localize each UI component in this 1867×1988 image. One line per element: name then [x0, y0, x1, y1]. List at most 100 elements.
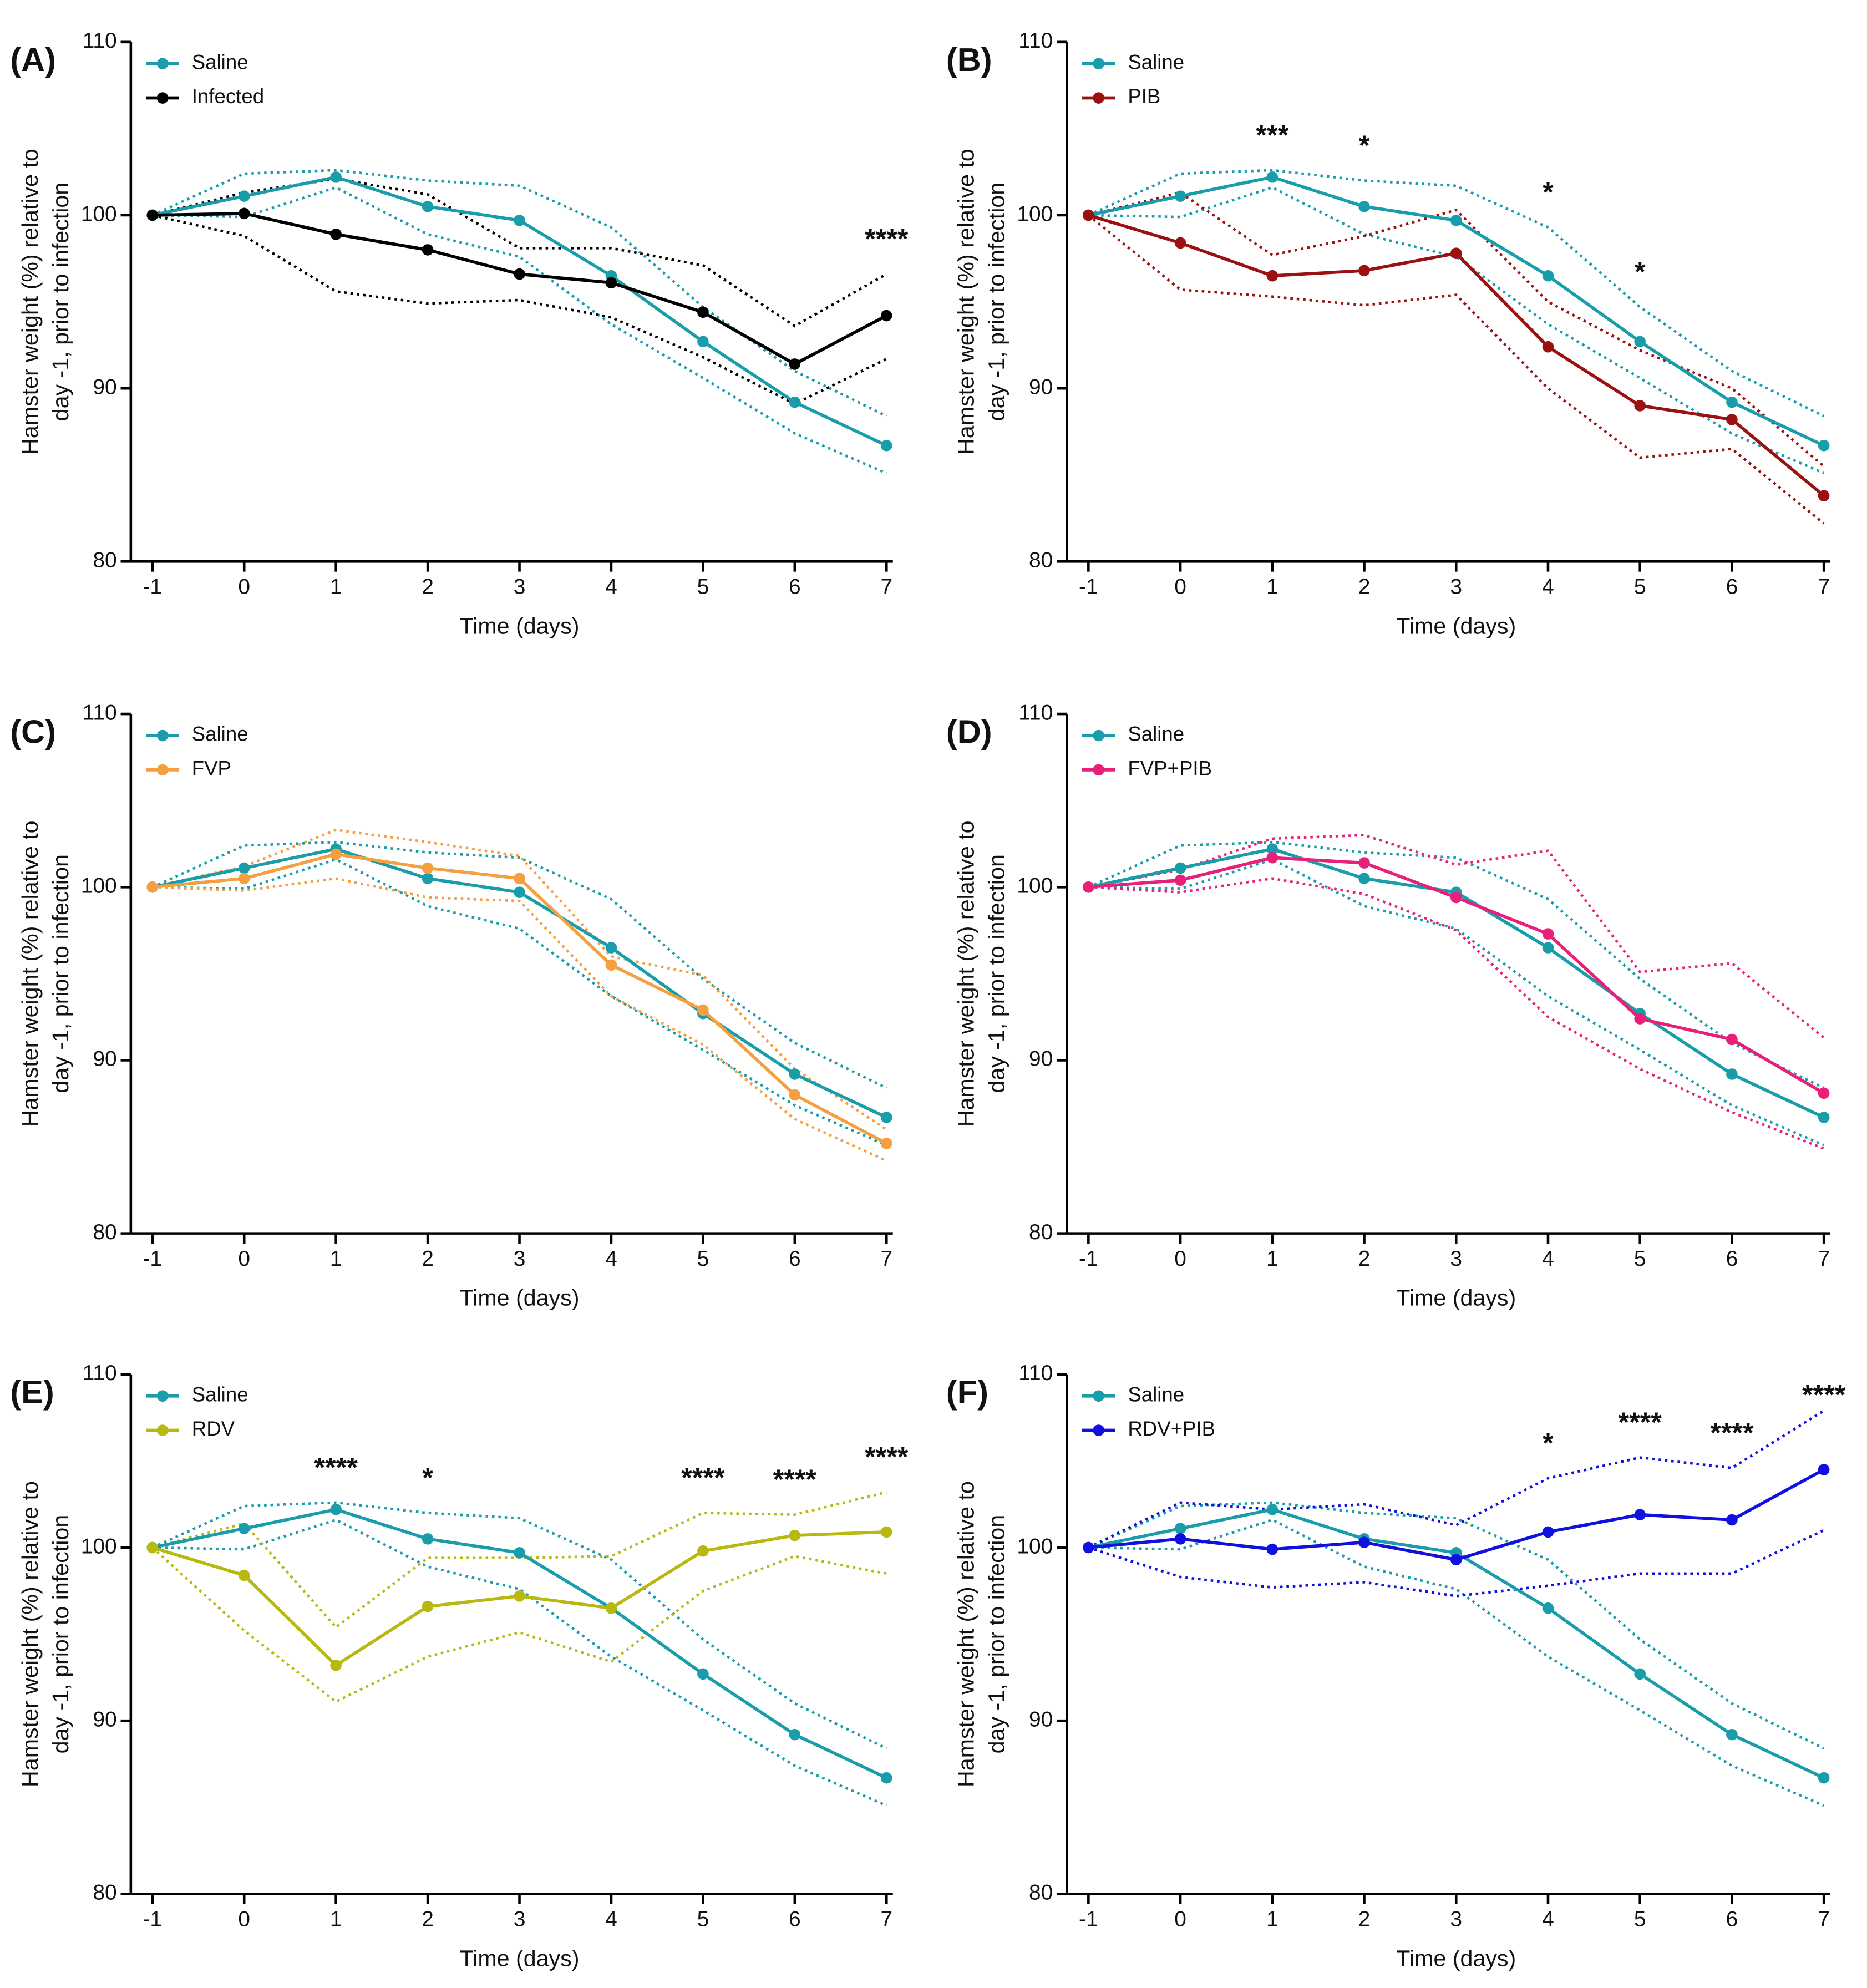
- x-tick-label: 5: [1634, 575, 1646, 599]
- point: [422, 873, 434, 884]
- x-tick-label: 0: [1174, 1908, 1186, 1931]
- x-tick-label: 3: [514, 1908, 526, 1931]
- significance-label: *: [1359, 129, 1370, 161]
- point: [880, 1137, 892, 1149]
- y-axis-label: Hamster weight (%) relative to: [17, 820, 43, 1127]
- bound-line: [151, 169, 887, 418]
- y-tick-label: 90: [93, 375, 116, 399]
- point: [146, 881, 159, 893]
- bound-line: [152, 214, 887, 405]
- point: [1358, 857, 1370, 869]
- point: [514, 268, 525, 280]
- significance-label: ***: [1256, 119, 1288, 150]
- y-tick-label: 110: [83, 1361, 117, 1385]
- point: [238, 873, 250, 884]
- point: [1634, 1013, 1646, 1025]
- x-tick-label: 6: [789, 1908, 801, 1931]
- panel: (C) 80 90 100 110 -1 0 1 2 3 4 5 6 7 Time (days) Hamste…: [10, 701, 893, 1311]
- x-axis-label: Time (days): [1396, 1285, 1516, 1311]
- x-tick-label: 5: [1634, 1908, 1646, 1931]
- y-tick-label: 100: [81, 874, 117, 898]
- x-tick-label: 2: [1358, 575, 1371, 599]
- y-tick-label: 100: [1017, 202, 1053, 226]
- legend-marker: [156, 764, 169, 776]
- point: [1818, 1112, 1830, 1123]
- significance-label: ****: [1618, 1406, 1662, 1438]
- y-tick-label: 100: [81, 1534, 117, 1558]
- point: [605, 942, 617, 954]
- point: [1542, 341, 1554, 353]
- point: [422, 1533, 434, 1545]
- point: [880, 1772, 892, 1784]
- x-tick-label: 3: [1450, 575, 1462, 599]
- y-tick-label: 110: [1018, 29, 1053, 53]
- significance-label: *: [422, 1462, 433, 1493]
- y-tick-label: 110: [1018, 701, 1053, 724]
- point: [880, 310, 892, 322]
- x-tick-label: 2: [1358, 1908, 1371, 1931]
- y-tick-label: 110: [83, 701, 117, 724]
- x-tick-label: 6: [1726, 575, 1738, 599]
- point: [330, 1659, 342, 1671]
- point: [514, 215, 525, 226]
- bound-line: [152, 178, 887, 328]
- point: [1726, 1728, 1738, 1741]
- y-axis-label: day -1, prior to infection: [48, 854, 73, 1093]
- point: [697, 1668, 709, 1680]
- bound-line: [1088, 1501, 1825, 1750]
- point: [514, 1547, 525, 1559]
- panel-label: (F): [946, 1373, 988, 1411]
- point: [146, 1541, 159, 1554]
- x-tick-label: 7: [1818, 1908, 1830, 1931]
- panel: (B) 80 90 100 110 -1 0 1 2 3 4 5 6 7 Time (days) Hamste…: [946, 29, 1830, 638]
- point: [697, 306, 709, 318]
- significance-label: ****: [773, 1463, 817, 1495]
- point: [605, 959, 617, 971]
- x-tick-label: 1: [1266, 575, 1279, 599]
- y-tick-label: 80: [1029, 1881, 1053, 1905]
- point: [514, 886, 525, 898]
- point: [1083, 1541, 1094, 1554]
- x-tick-label: 7: [880, 1908, 892, 1931]
- x-tick-label: 6: [1726, 1908, 1738, 1931]
- x-tick-label: 1: [330, 1908, 342, 1931]
- x-tick-label: 1: [330, 575, 342, 599]
- legend-label: FVP+PIB: [1128, 757, 1212, 780]
- significance-label: *: [1635, 256, 1646, 287]
- x-tick-label: 7: [1818, 575, 1830, 599]
- y-axis-label: Hamster weight (%) relative to: [953, 820, 979, 1127]
- point: [1174, 190, 1186, 202]
- legend-label: Saline: [192, 723, 248, 746]
- y-tick-label: 80: [93, 549, 116, 572]
- point: [789, 1068, 801, 1080]
- point: [1450, 1554, 1462, 1566]
- significance-label: ****: [865, 1441, 909, 1473]
- legend-label: Saline: [1128, 1383, 1184, 1406]
- legend-marker: [1093, 1424, 1104, 1436]
- x-tick-label: 7: [880, 575, 892, 599]
- point: [422, 1600, 434, 1612]
- point: [789, 358, 801, 370]
- y-axis-label: day -1, prior to infection: [984, 854, 1009, 1093]
- x-tick-label: 1: [1266, 1247, 1279, 1271]
- x-tick-label: 6: [1726, 1247, 1738, 1271]
- x-tick-label: 6: [789, 1247, 801, 1271]
- y-tick-label: 110: [1018, 1361, 1053, 1385]
- significance-label: *: [1543, 176, 1554, 207]
- point: [1266, 843, 1279, 855]
- legend-label: Infected: [192, 85, 264, 108]
- point: [1818, 1772, 1830, 1784]
- point: [789, 1529, 801, 1541]
- point: [1358, 265, 1370, 277]
- point: [1726, 396, 1738, 408]
- bound-line: [152, 1490, 887, 1629]
- panel-label: (A): [10, 41, 56, 78]
- point: [789, 396, 801, 408]
- y-tick-label: 80: [1029, 549, 1053, 572]
- legend-label: RDV: [192, 1417, 235, 1440]
- point: [880, 439, 892, 452]
- point: [1818, 490, 1830, 502]
- point: [1542, 1602, 1554, 1614]
- x-tick-label: 5: [697, 575, 709, 599]
